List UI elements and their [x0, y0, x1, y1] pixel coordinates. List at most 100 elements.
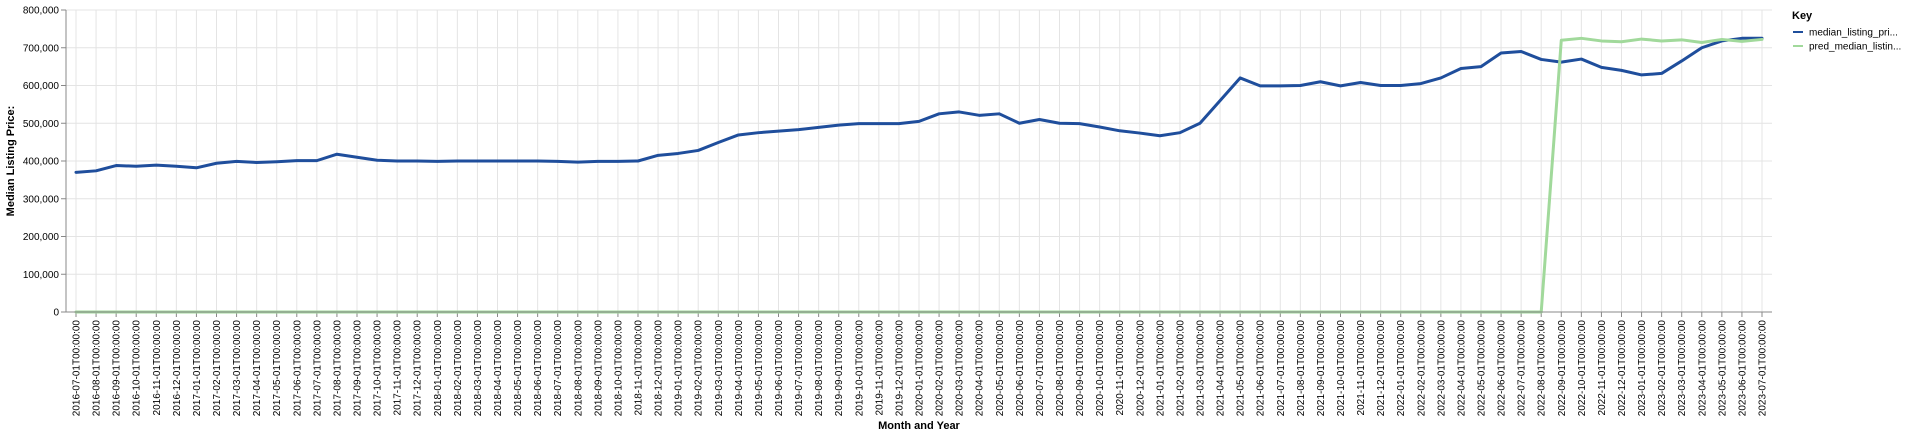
- x-tick-label: 2022-08-01T00:00:00: [1537, 320, 1548, 417]
- x-tick-label: 2022-05-01T00:00:00: [1477, 320, 1488, 417]
- x-tick-label: 2018-03-01T00:00:00: [473, 320, 484, 417]
- y-tick-label: 800,000: [23, 6, 60, 17]
- x-tick-label: 2017-11-01T00:00:00: [393, 320, 404, 416]
- x-tick-label: 2016-10-01T00:00:00: [132, 320, 143, 417]
- x-tick-label: 2019-12-01T00:00:00: [894, 320, 905, 417]
- x-tick-label: 2020-04-01T00:00:00: [975, 320, 986, 417]
- x-tick-label: 2019-04-01T00:00:00: [734, 320, 745, 417]
- legend-label: pred_median_listin...: [1809, 42, 1901, 53]
- x-axis-title: Month and Year: [878, 420, 960, 432]
- x-tick-label: 2022-12-01T00:00:00: [1617, 320, 1628, 417]
- x-tick-label: 2017-01-01T00:00:00: [192, 320, 203, 417]
- x-tick-label: 2018-11-01T00:00:00: [634, 320, 645, 416]
- x-axis-ticks: 2016-07-01T00:00:00 2016-08-01T00:00:00 20…: [72, 312, 1769, 416]
- x-tick-label: 2019-08-01T00:00:00: [814, 320, 825, 417]
- x-tick-label: 2023-05-01T00:00:00: [1717, 320, 1728, 417]
- x-tick-label: 2017-02-01T00:00:00: [212, 320, 223, 417]
- x-tick-label: 2023-07-01T00:00:00: [1758, 320, 1769, 417]
- x-tick-label: 2019-10-01T00:00:00: [854, 320, 865, 417]
- x-tick-label: 2016-09-01T00:00:00: [112, 320, 123, 417]
- x-tick-label: 2022-02-01T00:00:00: [1416, 320, 1427, 417]
- x-tick-label: 2021-10-01T00:00:00: [1336, 320, 1347, 417]
- x-tick-label: 2020-02-01T00:00:00: [935, 320, 946, 417]
- x-tick-label: 2023-04-01T00:00:00: [1697, 320, 1708, 417]
- x-tick-label: 2022-07-01T00:00:00: [1517, 320, 1528, 417]
- x-tick-label: 2017-07-01T00:00:00: [312, 320, 323, 417]
- x-tick-label: 2016-08-01T00:00:00: [92, 320, 103, 417]
- x-tick-label: 2021-04-01T00:00:00: [1216, 320, 1227, 417]
- y-tick-label: 500,000: [23, 119, 60, 130]
- x-tick-label: 2018-08-01T00:00:00: [573, 320, 584, 417]
- x-tick-label: 2016-11-01T00:00:00: [152, 320, 163, 416]
- y-tick-label: 200,000: [23, 232, 60, 243]
- x-tick-label: 2019-06-01T00:00:00: [774, 320, 785, 417]
- x-tick-label: 2016-12-01T00:00:00: [172, 320, 183, 417]
- y-tick-label: 100,000: [23, 270, 60, 281]
- x-tick-label: 2022-11-01T00:00:00: [1597, 320, 1608, 416]
- x-tick-label: 2020-08-01T00:00:00: [1055, 320, 1066, 417]
- legend-label: median_listing_pri...: [1809, 28, 1898, 39]
- x-tick-label: 2021-12-01T00:00:00: [1376, 320, 1387, 417]
- x-tick-label: 2023-02-01T00:00:00: [1657, 320, 1668, 417]
- x-tick-label: 2018-10-01T00:00:00: [613, 320, 624, 417]
- x-tick-label: 2017-09-01T00:00:00: [353, 320, 364, 417]
- x-tick-label: 2023-03-01T00:00:00: [1677, 320, 1688, 417]
- x-tick-label: 2020-10-01T00:00:00: [1095, 320, 1106, 417]
- x-tick-label: 2018-12-01T00:00:00: [654, 320, 665, 417]
- x-tick-label: 2017-08-01T00:00:00: [332, 320, 343, 417]
- x-tick-label: 2017-12-01T00:00:00: [413, 320, 424, 417]
- x-tick-label: 2020-03-01T00:00:00: [955, 320, 966, 417]
- x-tick-label: 2017-03-01T00:00:00: [232, 320, 243, 417]
- x-tick-label: 2022-01-01T00:00:00: [1396, 320, 1407, 417]
- x-tick-label: 2022-04-01T00:00:00: [1456, 320, 1467, 417]
- legend: Key median_listing_pri... pred_median_lis…: [1792, 10, 1901, 53]
- x-tick-label: 2020-09-01T00:00:00: [1075, 320, 1086, 417]
- y-axis-ticks: 0 100,000 200,000 300,000 400,000 500,000 600,…: [23, 6, 66, 319]
- x-tick-label: 2018-07-01T00:00:00: [553, 320, 564, 417]
- x-tick-label: 2022-09-01T00:00:00: [1557, 320, 1568, 417]
- x-tick-label: 2016-07-01T00:00:00: [72, 320, 83, 417]
- x-tick-label: 2019-02-01T00:00:00: [694, 320, 705, 417]
- x-tick-label: 2023-01-01T00:00:00: [1637, 320, 1648, 417]
- x-tick-label: 2022-06-01T00:00:00: [1497, 320, 1508, 417]
- x-tick-label: 2017-06-01T00:00:00: [292, 320, 303, 417]
- x-tick-label: 2019-01-01T00:00:00: [674, 320, 685, 417]
- y-tick-label: 600,000: [23, 81, 60, 92]
- x-tick-label: 2020-12-01T00:00:00: [1135, 320, 1146, 417]
- x-tick-label: 2017-10-01T00:00:00: [373, 320, 384, 417]
- y-tick-label: 0: [53, 308, 59, 319]
- x-tick-label: 2021-02-01T00:00:00: [1175, 320, 1186, 417]
- x-tick-label: 2018-09-01T00:00:00: [593, 320, 604, 417]
- x-tick-label: 2020-11-01T00:00:00: [1115, 320, 1126, 416]
- y-tick-label: 700,000: [23, 43, 60, 54]
- x-tick-label: 2018-05-01T00:00:00: [513, 320, 524, 417]
- x-tick-label: 2018-02-01T00:00:00: [453, 320, 464, 417]
- x-tick-label: 2017-04-01T00:00:00: [252, 320, 263, 417]
- x-tick-label: 2019-09-01T00:00:00: [834, 320, 845, 417]
- grid-lines: [66, 9, 1772, 313]
- x-tick-label: 2022-03-01T00:00:00: [1436, 320, 1447, 417]
- y-tick-label: 400,000: [23, 157, 60, 168]
- x-tick-label: 2019-07-01T00:00:00: [794, 320, 805, 417]
- x-tick-label: 2018-06-01T00:00:00: [533, 320, 544, 417]
- x-tick-label: 2017-05-01T00:00:00: [272, 320, 283, 417]
- y-tick-label: 300,000: [23, 194, 60, 205]
- legend-title: Key: [1792, 10, 1813, 22]
- x-tick-label: 2021-01-01T00:00:00: [1155, 320, 1166, 417]
- x-tick-label: 2019-03-01T00:00:00: [714, 320, 725, 417]
- series-line-1: [74, 36, 1764, 174]
- x-tick-label: 2020-06-01T00:00:00: [1015, 320, 1026, 417]
- x-tick-label: 2021-03-01T00:00:00: [1196, 320, 1207, 417]
- x-tick-label: 2020-01-01T00:00:00: [915, 320, 926, 417]
- x-tick-label: 2020-07-01T00:00:00: [1035, 320, 1046, 417]
- x-tick-label: 2021-07-01T00:00:00: [1276, 320, 1287, 417]
- x-tick-label: 2019-05-01T00:00:00: [754, 320, 765, 417]
- x-tick-label: 2021-09-01T00:00:00: [1316, 320, 1327, 417]
- y-axis-title: Median Listing Price:: [5, 106, 17, 217]
- x-tick-label: 2022-10-01T00:00:00: [1577, 320, 1588, 417]
- x-tick-label: 2021-05-01T00:00:00: [1236, 320, 1247, 417]
- x-tick-label: 2021-06-01T00:00:00: [1256, 320, 1267, 417]
- x-tick-label: 2018-01-01T00:00:00: [433, 320, 444, 417]
- x-tick-label: 2023-06-01T00:00:00: [1737, 320, 1748, 417]
